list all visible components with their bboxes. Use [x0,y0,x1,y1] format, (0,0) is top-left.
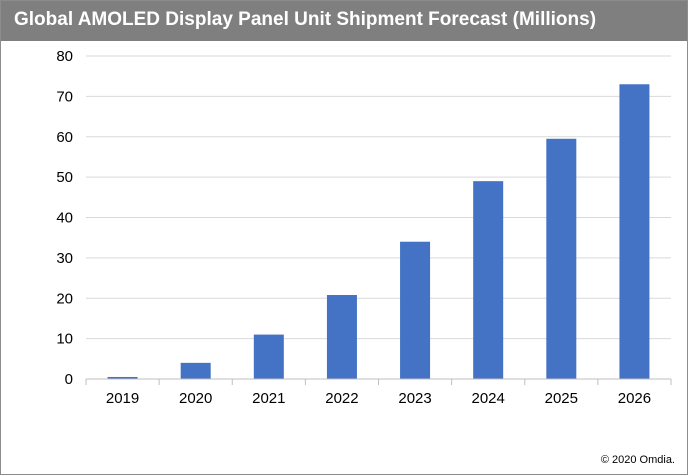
x-tick-label: 2025 [545,390,578,407]
y-tick-label: 10 [56,331,73,348]
y-tick-label: 70 [56,88,73,105]
x-tick-label: 2026 [618,390,651,407]
y-tick-label: 40 [56,210,73,227]
bar-2019 [107,376,138,379]
y-tick-label: 50 [56,169,73,186]
x-tick-label: 2023 [398,390,431,407]
bar-2021 [253,334,284,379]
x-tick-label: 2024 [472,390,505,407]
x-tick-label: 2022 [325,390,358,407]
x-tick-label: 2019 [106,390,139,407]
copyright-credit: © 2020 Omdia. [600,454,675,466]
x-tick-label: 2021 [252,390,285,407]
gridlines [86,55,671,340]
bar-2020 [180,362,211,379]
bar-2024 [473,181,504,379]
y-tick-label: 60 [56,129,73,146]
axes: 0 10 20 30 40 50 60 70 80 2019 2020 2021 2022 2023 202… [56,48,672,407]
y-tick-label: 0 [65,371,73,388]
y-tick-label: 20 [56,290,73,307]
x-tick-label: 2020 [179,390,212,407]
bar-2022 [326,295,357,379]
y-tick-label: 30 [56,250,73,267]
title-bar: Global AMOLED Display Panel Unit Shipmen… [1,1,687,41]
chart-title: Global AMOLED Display Panel Unit Shipmen… [14,9,597,30]
bars [107,84,650,379]
bar-2025 [546,138,577,379]
y-tick-label: 80 [56,48,73,65]
bar-2023 [400,241,431,379]
bar-2026 [619,84,650,379]
